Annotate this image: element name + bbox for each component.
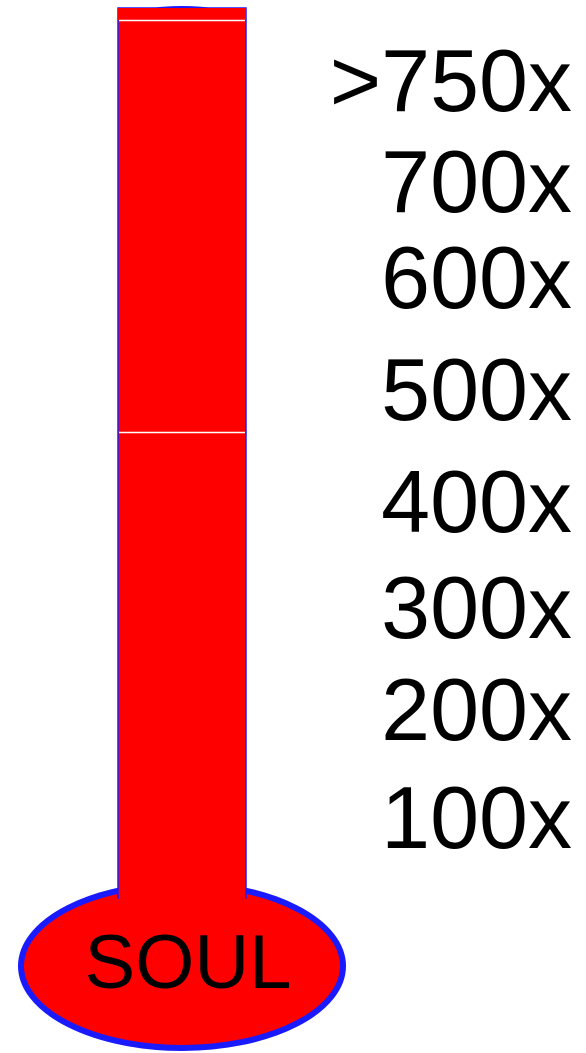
scale-label-500: 500x <box>381 340 572 439</box>
scale-label-700: 700x <box>381 132 572 231</box>
bulb-label: SOUL <box>84 920 292 1005</box>
tube-top-fill <box>118 8 246 20</box>
scale-label-600: 600x <box>381 228 572 327</box>
scale-label-100: 100x <box>381 768 572 867</box>
thermometer-tube <box>117 7 247 899</box>
scale-label-400: 400x <box>381 452 572 551</box>
scale-label-750-plus: >750x <box>329 31 572 130</box>
scale-label-300: 300x <box>381 558 572 657</box>
scale-label-200: 200x <box>381 660 572 759</box>
tube-bulb-joint <box>119 870 245 910</box>
